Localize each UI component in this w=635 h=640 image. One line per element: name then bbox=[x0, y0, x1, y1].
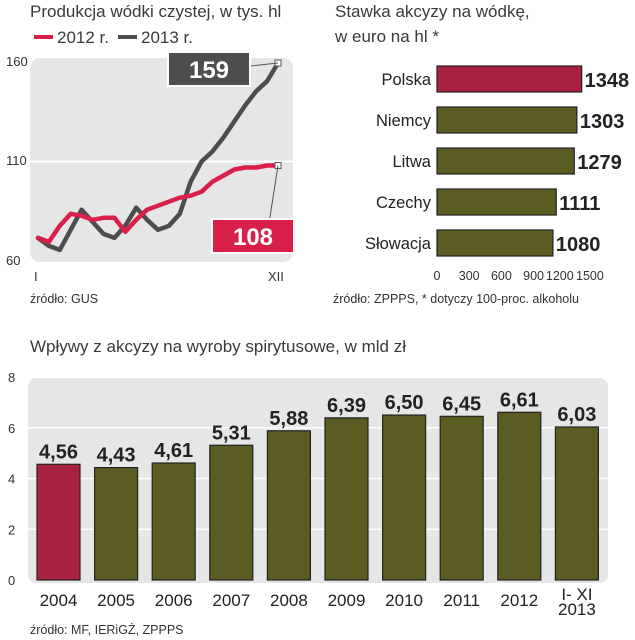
year-label-i--xi-2013: I- XI bbox=[561, 585, 592, 604]
year-label-2011: 2011 bbox=[443, 591, 480, 610]
y-tick-160: 160 bbox=[6, 54, 28, 69]
revenue-value-2010: 6,50 bbox=[385, 392, 424, 414]
legend-2012-label: 2012 r. bbox=[57, 28, 109, 47]
rate-value-niemcy: 1303 bbox=[580, 111, 625, 133]
excise-rate-chart: Stawka akcyzy na wódkę, w euro na hl * P… bbox=[333, 2, 629, 306]
rate-value-litwa: 1279 bbox=[577, 152, 622, 174]
x-tick-900: 900 bbox=[523, 269, 544, 283]
production-source: źródło: GUS bbox=[30, 292, 98, 306]
country-label-sowacja: Słowacja bbox=[365, 235, 432, 253]
rate-bar-polska bbox=[436, 65, 583, 93]
revenue-value-2012: 6,61 bbox=[500, 389, 539, 411]
end-value-box-2013 bbox=[167, 51, 251, 87]
x-label-end: XII bbox=[268, 269, 284, 284]
rate-bar-sowacja bbox=[436, 229, 554, 257]
revenue-bar-2004 bbox=[36, 463, 81, 581]
excise-revenue-title: Wpływy z akcyzy na wyroby spirytusowe, w… bbox=[30, 337, 406, 356]
revenue-value-i--xi-2013: 6,03 bbox=[557, 404, 596, 426]
revenue-value-2011: 6,45 bbox=[442, 393, 481, 415]
revenue-bar-2007 bbox=[209, 444, 254, 581]
country-label-litwa: Litwa bbox=[392, 153, 431, 171]
x-tick-1200: 1200 bbox=[546, 269, 574, 283]
country-label-niemcy: Niemcy bbox=[376, 112, 432, 130]
revenue-bar-2011 bbox=[439, 415, 484, 581]
year-label-2010: 2010 bbox=[385, 591, 423, 610]
x-label-start: I bbox=[34, 269, 38, 284]
excise-revenue-chart: Wpływy z akcyzy na wyroby spirytusowe, w… bbox=[8, 337, 608, 637]
country-label-polska: Polska bbox=[381, 71, 431, 89]
excise-rate-source: źródło: ZPPPS, * dotyczy 100-proc. alkoh… bbox=[333, 292, 579, 306]
year-label-i--xi-2013-line2: 2013 bbox=[558, 600, 596, 619]
revenue-value-2009: 6,39 bbox=[327, 395, 366, 417]
revenue-value-2008: 5,88 bbox=[269, 408, 308, 430]
revenue-bar-i--xi-2013 bbox=[554, 426, 600, 581]
revenue-value-2007: 5,31 bbox=[212, 422, 251, 444]
production-line-chart: Produkcja wódki czystej, w tys. hl 2012 … bbox=[6, 2, 295, 306]
y-tick-4: 4 bbox=[8, 472, 15, 487]
legend-2013-label: 2013 r. bbox=[141, 28, 193, 47]
revenue-bar-2012 bbox=[497, 411, 542, 581]
end-value-box-2012 bbox=[211, 218, 295, 254]
revenue-value-2006: 4,61 bbox=[154, 440, 193, 462]
year-label-2005: 2005 bbox=[97, 591, 135, 610]
year-label-2009: 2009 bbox=[328, 591, 366, 610]
revenue-value-2005: 4,43 bbox=[97, 445, 136, 467]
rate-bar-niemcy bbox=[436, 106, 578, 134]
y-tick-6: 6 bbox=[8, 421, 15, 436]
production-plot-panel bbox=[30, 58, 293, 262]
production-chart-title: Produkcja wódki czystej, w tys. hl bbox=[30, 2, 281, 21]
revenue-bar-2010 bbox=[382, 414, 427, 581]
rate-value-czechy: 1111 bbox=[559, 193, 600, 215]
year-label-2006: 2006 bbox=[155, 591, 193, 610]
revenue-bar-2006 bbox=[151, 462, 196, 581]
revenue-bar-2008 bbox=[266, 430, 311, 581]
revenue-value-2004: 4,56 bbox=[39, 441, 78, 463]
rate-value-sowacja: 1080 bbox=[556, 234, 601, 256]
y-tick-0: 0 bbox=[8, 573, 15, 588]
y-tick-2: 2 bbox=[8, 522, 15, 537]
x-tick-300: 300 bbox=[459, 269, 480, 283]
excise-revenue-source: źródło: MF, IERiGŻ, ZPPPS bbox=[30, 623, 184, 637]
y-tick-60: 60 bbox=[6, 253, 20, 268]
rate-bar-czechy bbox=[436, 188, 557, 216]
end-value-label-2013: 159 bbox=[189, 57, 229, 84]
series-line-2012 bbox=[35, 163, 281, 245]
x-tick-1500: 1500 bbox=[576, 269, 604, 283]
end-value-label-2012: 108 bbox=[233, 224, 273, 251]
year-label-2007: 2007 bbox=[212, 591, 250, 610]
excise-rate-title-line2: w euro na hl * bbox=[334, 27, 439, 46]
x-tick-0: 0 bbox=[434, 269, 441, 283]
year-label-2008: 2008 bbox=[270, 591, 308, 610]
revenue-bar-2009 bbox=[324, 417, 369, 581]
country-label-czechy: Czechy bbox=[376, 194, 432, 212]
rate-value-polska: 1348 bbox=[585, 70, 630, 92]
revenue-bar-2005 bbox=[93, 466, 139, 581]
rate-bar-litwa bbox=[436, 147, 575, 175]
year-label-2004: 2004 bbox=[40, 591, 78, 610]
y-tick-8: 8 bbox=[8, 370, 15, 385]
y-tick-110: 110 bbox=[6, 153, 27, 168]
x-tick-600: 600 bbox=[491, 269, 512, 283]
excise-rate-title-line1: Stawka akcyzy na wódkę, bbox=[335, 2, 530, 21]
year-label-2012: 2012 bbox=[500, 591, 538, 610]
